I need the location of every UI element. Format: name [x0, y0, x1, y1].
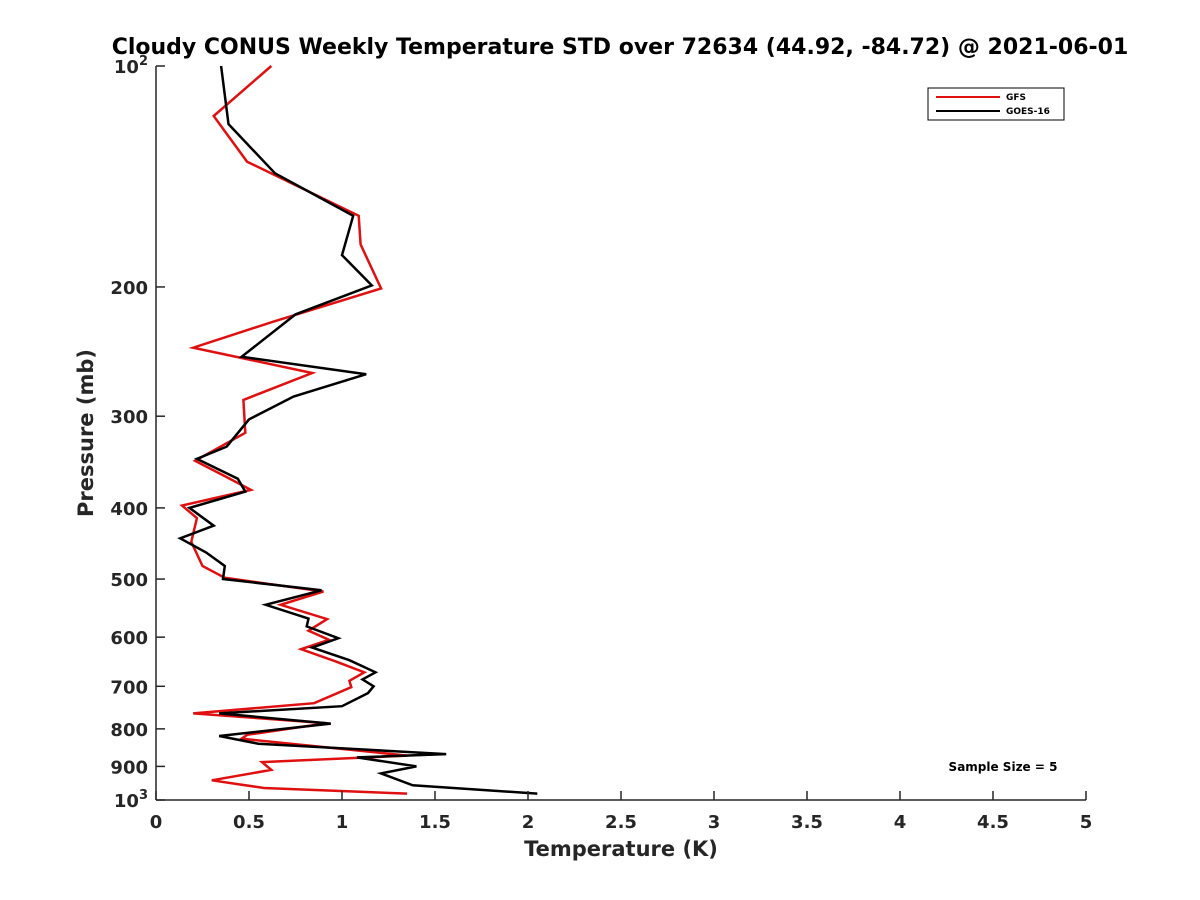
plot-area: 0 0.5 1 1.5 2 2.5 3 3.5 4 4.5 5 102 200 300 400 500 600… [110, 54, 1092, 833]
series-line-goes16 [177, 65, 538, 795]
x-axis-ticks: 0 0.5 1 1.5 2 2.5 3 3.5 4 4.5 5 [150, 791, 1093, 833]
legend-label-gfs: GFS [1006, 93, 1026, 103]
x-tick-label: 1 [336, 812, 349, 833]
y-tick-label: 103 [114, 788, 148, 812]
y-axis-label: Pressure (mb) [74, 349, 98, 517]
x-tick-label: 2 [522, 812, 535, 833]
x-axis-label: Temperature (K) [524, 837, 718, 861]
x-tick-label: 0.5 [233, 812, 265, 833]
x-tick-label: 4 [894, 812, 907, 833]
sample-size-annotation: Sample Size = 5 [949, 760, 1058, 774]
y-tick-label: 102 [114, 54, 148, 78]
x-tick-label: 5 [1080, 812, 1093, 833]
x-tick-label: 1.5 [419, 812, 451, 833]
series-line-gfs [179, 65, 408, 795]
x-tick-label: 2.5 [605, 812, 637, 833]
x-tick-label: 0 [150, 812, 163, 833]
y-tick-label: 500 [110, 570, 148, 591]
y-tick-label: 200 [110, 278, 148, 299]
y-tick-label: 700 [110, 677, 148, 698]
y-tick-label: 800 [110, 720, 148, 741]
y-axis-ticks: 102 200 300 400 500 600 700 800 900 103 [110, 54, 165, 812]
x-tick-label: 4.5 [977, 812, 1009, 833]
y-tick-label: 400 [110, 499, 148, 520]
legend: GFS GOES-16 [927, 87, 1065, 121]
legend-box [927, 87, 1065, 121]
y-tick-label: 900 [110, 757, 148, 778]
series-layer [177, 65, 538, 795]
chart-title: Cloudy CONUS Weekly Temperature STD over… [112, 35, 1129, 60]
y-tick-label: 300 [110, 407, 148, 428]
x-tick-label: 3 [708, 812, 721, 833]
legend-label-goes16: GOES-16 [1006, 107, 1050, 117]
x-tick-label: 3.5 [791, 812, 823, 833]
y-tick-label: 600 [110, 628, 148, 649]
